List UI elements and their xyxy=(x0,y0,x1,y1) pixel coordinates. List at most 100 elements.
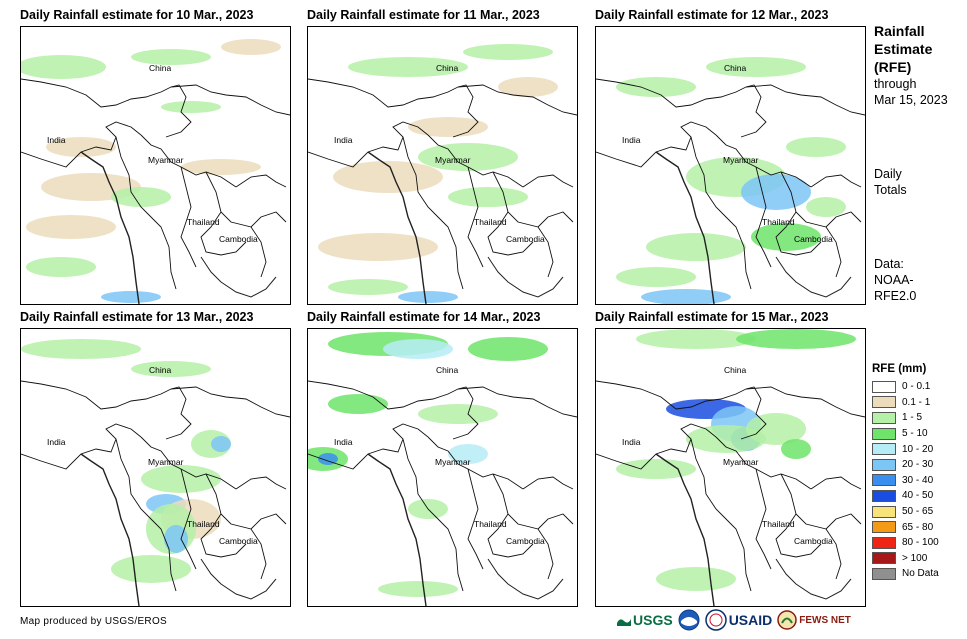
legend-swatch xyxy=(872,505,896,518)
coastline xyxy=(367,453,427,606)
usaid-seal-icon xyxy=(704,609,727,631)
noaa-logo xyxy=(678,609,700,631)
country-label-thailand: Thailand xyxy=(187,519,220,529)
country-border xyxy=(457,84,577,116)
rainfall-area xyxy=(378,581,458,597)
country-border xyxy=(115,438,177,592)
country-border xyxy=(308,78,479,138)
sidebar-daily-totals: Daily Totals xyxy=(874,166,907,198)
country-label-cambodia: Cambodia xyxy=(506,234,545,244)
legend-label: 0.1 - 1 xyxy=(902,396,931,408)
country-label-cambodia: Cambodia xyxy=(219,234,258,244)
country-label-myanmar: Myanmar xyxy=(435,457,471,467)
sidebar-data-source2: RFE2.0 xyxy=(874,289,917,303)
country-border xyxy=(205,473,267,580)
rainfall-area xyxy=(333,161,443,193)
legend-item: 0 - 0.1 xyxy=(872,379,967,395)
coastline xyxy=(200,558,277,600)
usgs-wave-icon xyxy=(617,619,631,626)
map-canvas xyxy=(596,57,865,304)
legend-label: > 100 xyxy=(902,552,928,564)
country-label-china: China xyxy=(149,365,172,375)
country-border xyxy=(780,171,842,278)
country-border xyxy=(492,171,554,278)
rainfall-area xyxy=(448,187,528,207)
legend-item: > 100 xyxy=(872,551,967,567)
legend-swatch xyxy=(872,411,896,424)
country-border xyxy=(690,438,752,592)
country-border xyxy=(745,84,865,116)
legend-label: No Data xyxy=(902,568,939,580)
rainfall-map: China India Myanmar Thailand Cambodia xyxy=(595,26,866,305)
legend-label: 30 - 40 xyxy=(902,474,934,486)
panel-title: Daily Rainfall estimate for 15 Mar., 202… xyxy=(595,310,829,324)
rainfall-area xyxy=(328,394,388,414)
country-border xyxy=(487,513,534,558)
country-border xyxy=(200,513,247,558)
rainfall-area xyxy=(786,137,846,157)
sidebar-title-line2: Estimate xyxy=(874,41,933,57)
rainfall-area xyxy=(46,137,116,157)
sidebar-totals: Totals xyxy=(874,183,907,197)
rainfall-area xyxy=(161,101,221,113)
coastline xyxy=(487,558,564,600)
country-label-myanmar: Myanmar xyxy=(723,155,759,165)
country-border xyxy=(235,476,287,490)
country-label-india: India xyxy=(622,437,641,447)
country-border xyxy=(596,121,717,168)
sidebar-title-line1: Rainfall xyxy=(874,23,925,39)
country-label-myanmar: Myanmar xyxy=(148,155,184,165)
legend-title: RFE (mm) xyxy=(872,363,927,375)
country-border xyxy=(522,476,574,490)
country-border xyxy=(810,476,862,490)
fewsnet-circle-icon xyxy=(777,610,797,630)
rainfall-area xyxy=(211,436,231,452)
usaid-logo-text: USAID xyxy=(728,612,773,628)
country-label-cambodia: Cambodia xyxy=(794,234,833,244)
rainfall-area xyxy=(21,55,106,79)
legend-label: 1 - 5 xyxy=(902,412,923,424)
country-border xyxy=(402,136,464,290)
sidebar-daily: Daily xyxy=(874,167,902,181)
rainfall-area xyxy=(746,413,806,445)
rainfall-area xyxy=(131,49,211,65)
legend-item: 40 - 50 xyxy=(872,488,967,504)
country-border xyxy=(308,423,429,470)
country-label-india: India xyxy=(622,135,641,145)
rainfall-area xyxy=(318,453,338,465)
usaid-logo: USAID xyxy=(704,609,773,631)
rainfall-area xyxy=(418,143,518,171)
noaa-seal-icon xyxy=(678,609,700,631)
country-label-india: India xyxy=(334,135,353,145)
rainfall-area xyxy=(636,329,756,349)
sidebar-data-source: Data: NOAA- RFE2.0 xyxy=(874,256,916,304)
fewsnet-logo-text: FEWS NET xyxy=(799,614,851,626)
rainfall-area xyxy=(641,289,731,304)
country-label-cambodia: Cambodia xyxy=(219,536,258,546)
rainfall-map: China India Myanmar Thailand Cambodia xyxy=(20,328,291,607)
sidebar-data-label: Data: xyxy=(874,257,904,271)
country-border xyxy=(596,380,767,440)
coastline xyxy=(775,256,852,298)
rainfall-area xyxy=(221,39,281,55)
legend-item: 65 - 80 xyxy=(872,519,967,535)
rainfall-area xyxy=(111,555,191,583)
legend-swatch xyxy=(872,380,896,393)
country-border xyxy=(21,78,192,138)
country-border xyxy=(457,386,577,418)
country-border xyxy=(596,78,767,138)
country-border xyxy=(755,166,772,268)
country-label-china: China xyxy=(149,63,172,73)
coastline xyxy=(487,256,564,298)
country-border xyxy=(810,174,862,188)
logo-bar: USGS USAID FEWS NET xyxy=(617,606,851,634)
country-border xyxy=(200,211,247,256)
legend-item: 10 - 20 xyxy=(872,441,967,457)
panel-title: Daily Rainfall estimate for 13 Mar., 202… xyxy=(20,310,254,324)
legend-item: 30 - 40 xyxy=(872,473,967,489)
panel-title: Daily Rainfall estimate for 12 Mar., 202… xyxy=(595,8,829,22)
rainfall-area xyxy=(741,174,811,210)
rainfall-area xyxy=(348,57,468,77)
coastline xyxy=(200,256,277,298)
country-border xyxy=(308,121,429,168)
